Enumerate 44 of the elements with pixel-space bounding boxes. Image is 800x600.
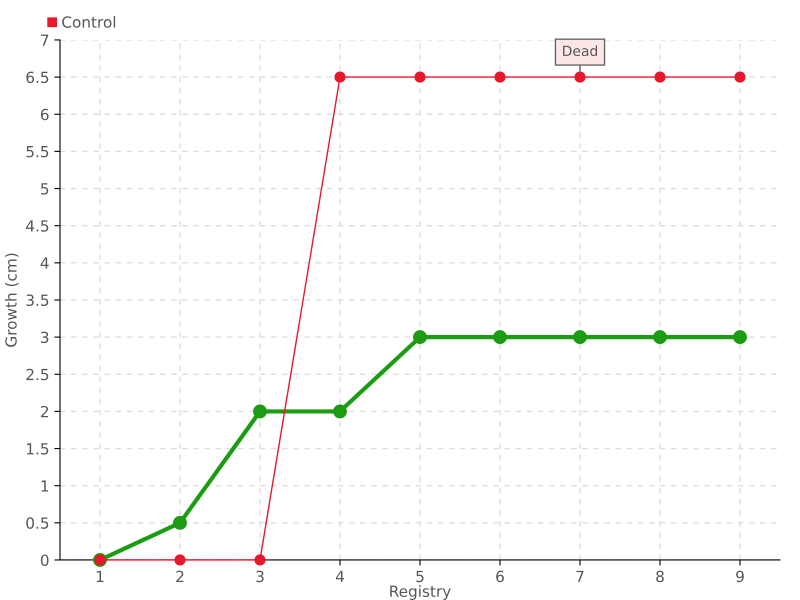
y-tick-label: 2.5 bbox=[26, 368, 48, 380]
y-axis-title: Growth (cm) bbox=[4, 254, 19, 347]
y-tick-label: 0 bbox=[40, 554, 49, 566]
annotation: Dead bbox=[563, 45, 598, 56]
point bbox=[654, 72, 666, 83]
x-tick-label: 2 bbox=[176, 570, 184, 582]
y-tick-label: 5 bbox=[41, 183, 48, 195]
x-axis-title: Registry bbox=[390, 585, 451, 600]
y-tick-label: 4 bbox=[40, 257, 49, 269]
y-tick-label: 6 bbox=[40, 108, 49, 120]
y-tick-label: 3 bbox=[41, 332, 48, 344]
point bbox=[493, 330, 507, 344]
y-tick-label: 3.5 bbox=[26, 294, 48, 306]
y-tick-label: 6.5 bbox=[26, 72, 48, 84]
point bbox=[174, 554, 186, 566]
y-tick-label: 4.5 bbox=[26, 220, 48, 232]
legend-label: Control bbox=[62, 16, 116, 28]
y-tick-label: 1 bbox=[42, 480, 48, 492]
y-tick-label: 7 bbox=[41, 34, 48, 46]
x-tick-label: 3 bbox=[256, 570, 264, 582]
point bbox=[334, 72, 346, 83]
point bbox=[573, 330, 587, 344]
x-tick-label: 4 bbox=[336, 570, 344, 582]
point bbox=[733, 330, 747, 344]
point bbox=[653, 330, 667, 344]
point bbox=[494, 72, 506, 83]
point bbox=[173, 516, 187, 530]
y-tick-label: 0.5 bbox=[26, 517, 48, 529]
x-tick-label: 6 bbox=[496, 570, 504, 582]
point bbox=[574, 72, 586, 83]
y-tick-label: 1.5 bbox=[26, 443, 48, 455]
x-tick-label: 7 bbox=[576, 570, 584, 582]
y-tick-label: 5.5 bbox=[26, 146, 48, 158]
x-tick-label: 5 bbox=[416, 570, 424, 582]
x-tick-label: 1 bbox=[96, 570, 104, 582]
y-tick-label: 2 bbox=[40, 406, 48, 418]
x-tick-label: 9 bbox=[736, 570, 744, 582]
point bbox=[254, 554, 266, 566]
point bbox=[734, 72, 746, 83]
point bbox=[333, 404, 347, 418]
x-tick-label: 8 bbox=[656, 570, 664, 582]
point bbox=[414, 72, 426, 83]
point bbox=[413, 330, 427, 344]
point bbox=[253, 404, 267, 418]
